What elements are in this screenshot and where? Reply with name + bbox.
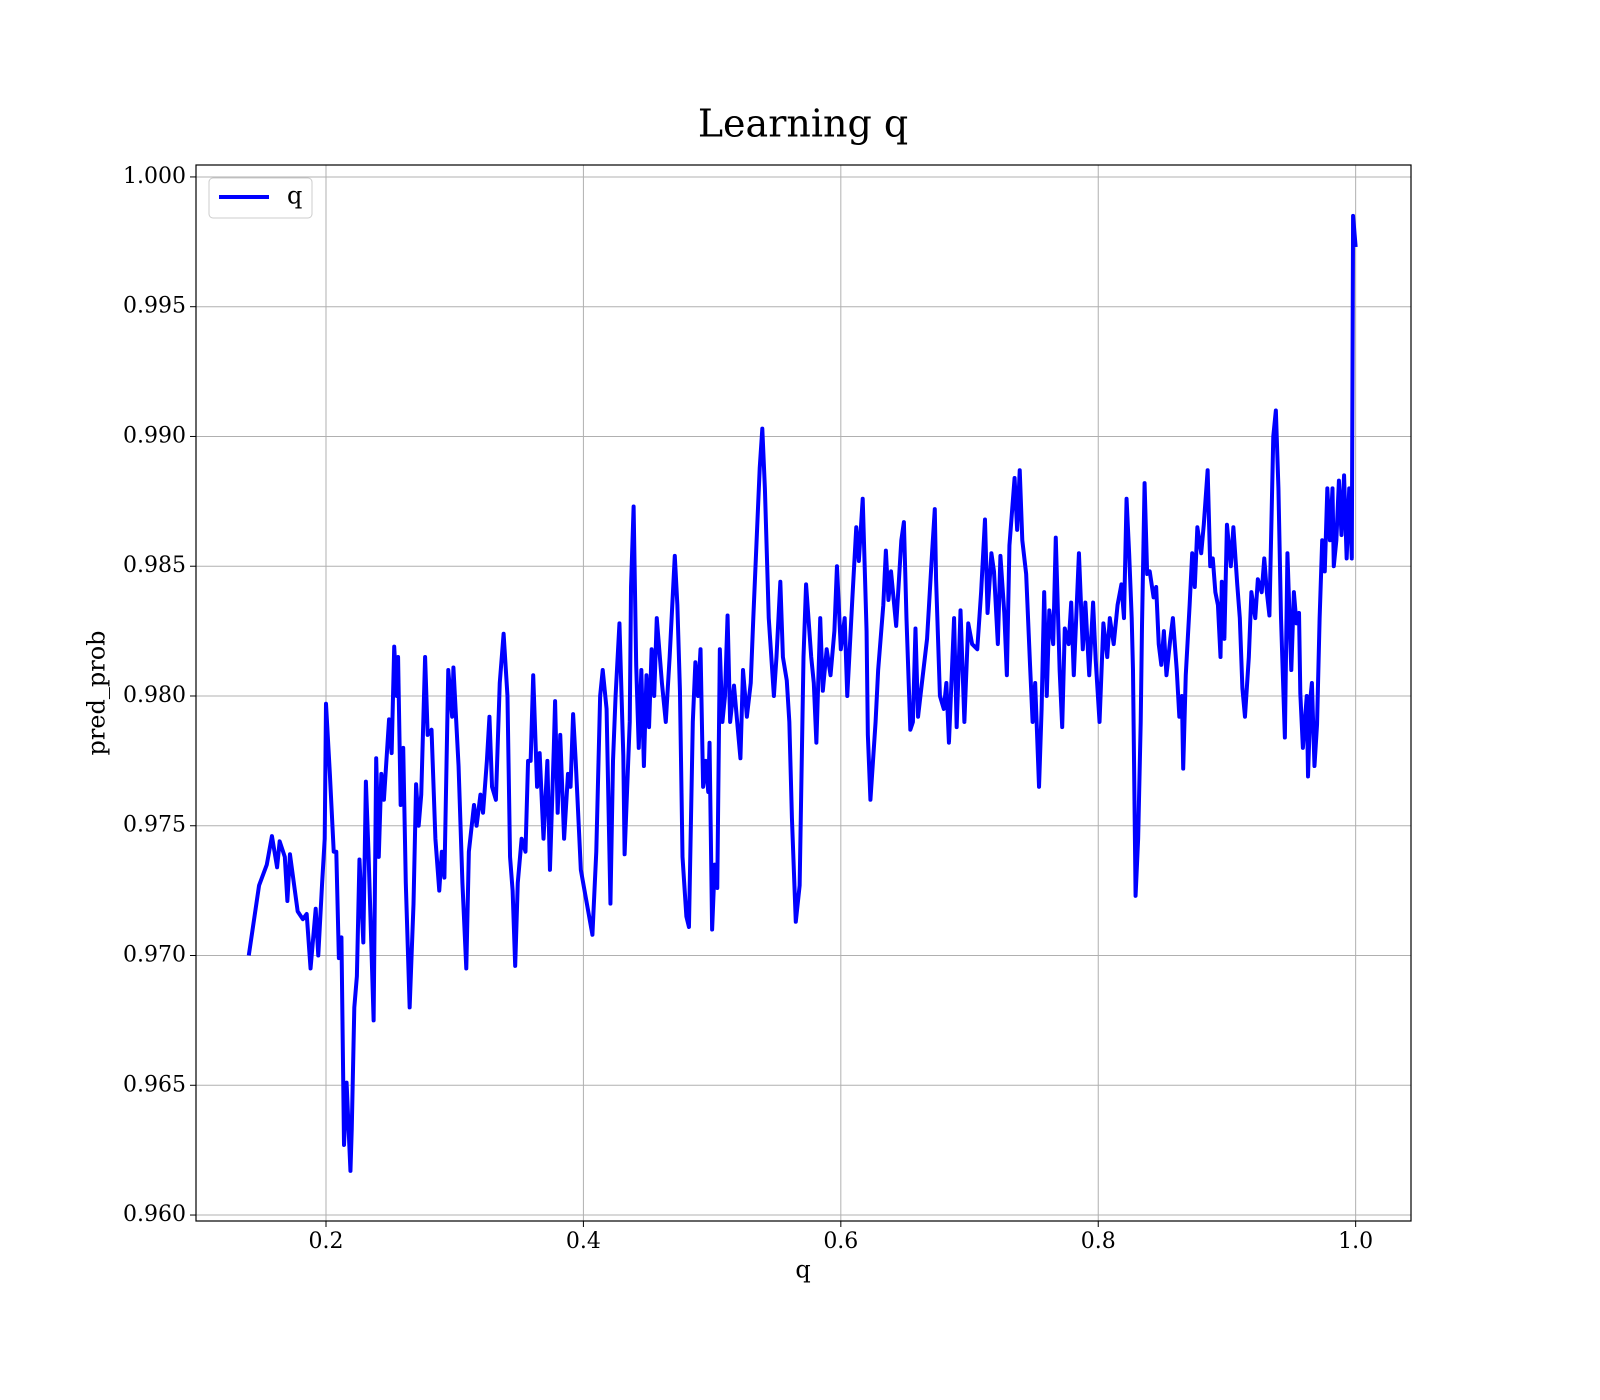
y-tick-label: 0.985 bbox=[123, 553, 186, 578]
x-tick-label: 0.6 bbox=[823, 1229, 858, 1254]
y-tick-label: 0.960 bbox=[123, 1202, 186, 1227]
y-tick-label: 0.975 bbox=[123, 813, 186, 838]
chart-title: Learning q bbox=[698, 102, 908, 146]
grid: 0.2 0.4 0.6 0.8 1.0 0.960 0.965 0.970 0.975 0.980… bbox=[123, 164, 1411, 1254]
plot-lines bbox=[246, 213, 1358, 1173]
y-tick-label: 0.965 bbox=[123, 1072, 186, 1097]
x-tick-label: 0.8 bbox=[1081, 1229, 1116, 1254]
legend-label: q bbox=[287, 182, 302, 210]
data-line bbox=[246, 213, 1358, 1173]
legend: q bbox=[208, 177, 313, 219]
x-tick-label: 0.4 bbox=[566, 1229, 601, 1254]
x-axis-label: q bbox=[795, 1256, 810, 1284]
y-tick-label: 0.990 bbox=[123, 423, 186, 448]
y-tick-label: 0.970 bbox=[123, 943, 186, 968]
y-axis-label: pred_prob bbox=[83, 630, 111, 755]
x-tick-label: 0.2 bbox=[308, 1229, 343, 1254]
y-tick-label: 0.980 bbox=[123, 683, 186, 708]
y-tick-label: 0.995 bbox=[123, 294, 186, 319]
y-tick-label: 1.000 bbox=[123, 164, 186, 189]
plot-frame bbox=[195, 164, 1412, 1222]
x-tick-label: 1.0 bbox=[1338, 1229, 1373, 1254]
